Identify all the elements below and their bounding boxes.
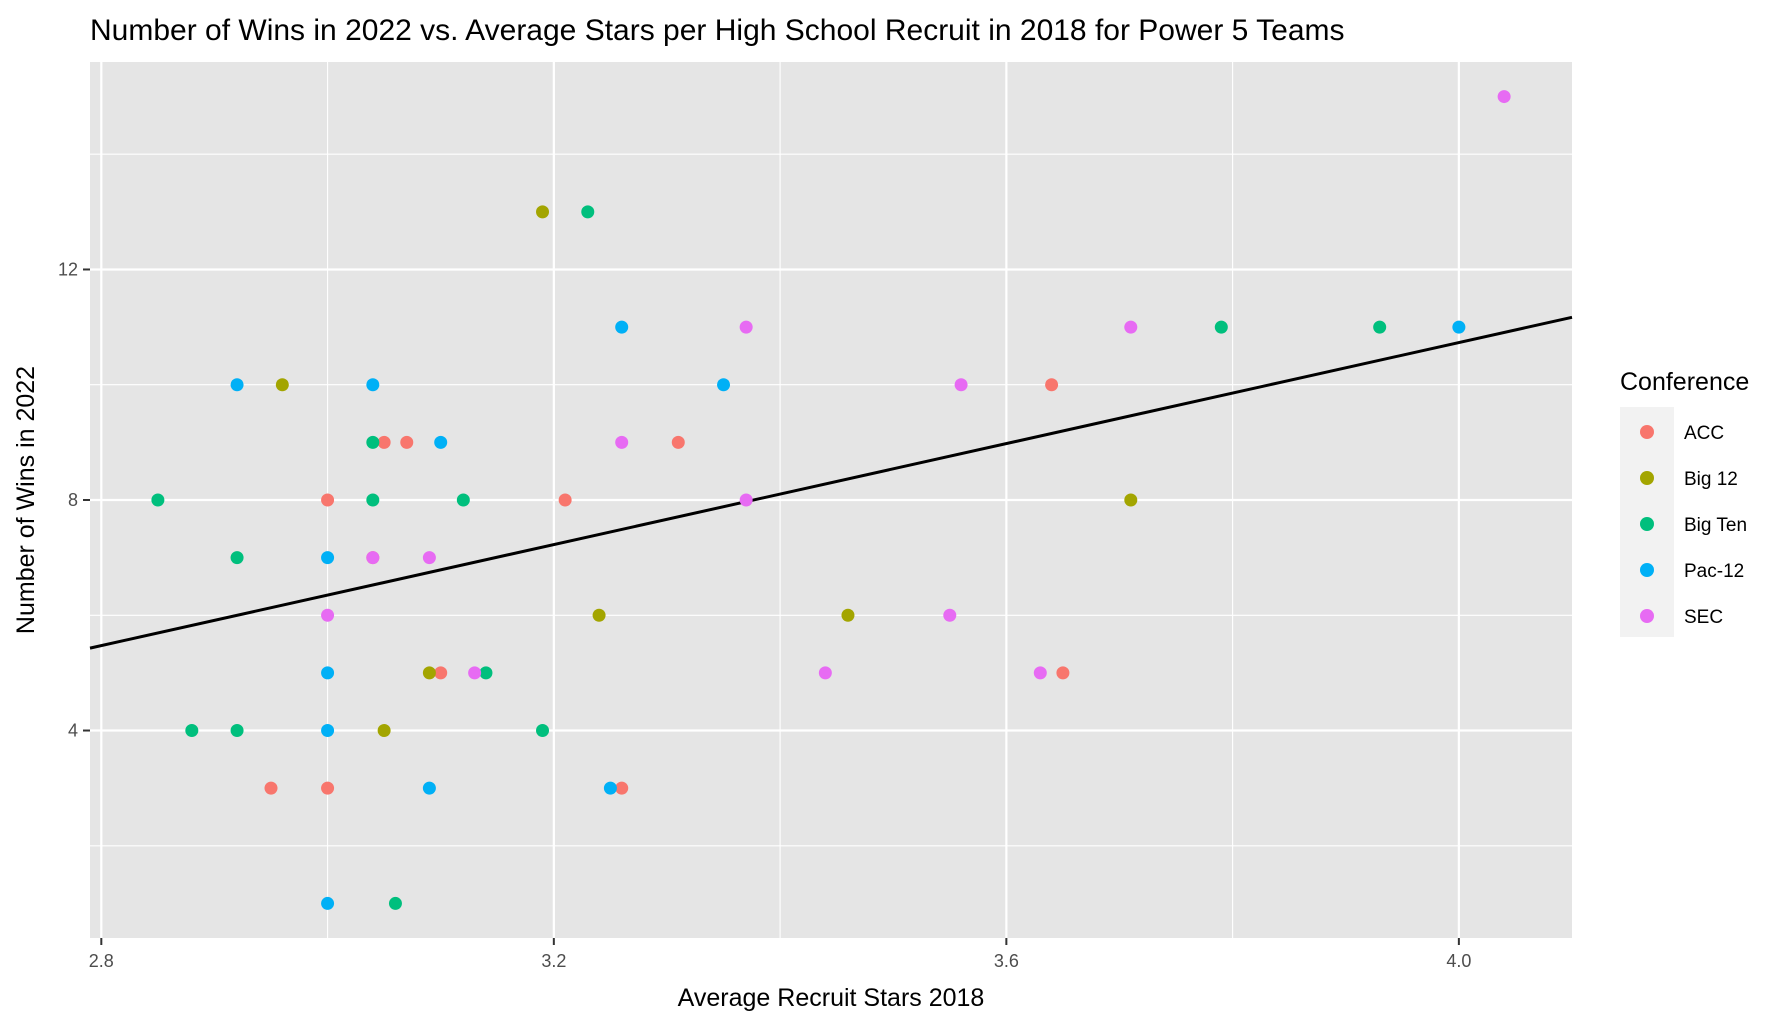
point-sec bbox=[954, 378, 968, 392]
x-tick-label: 2.8 bbox=[89, 951, 114, 971]
point-pac-12 bbox=[422, 781, 436, 795]
point-pac-12 bbox=[321, 724, 335, 738]
point-big-12 bbox=[377, 724, 391, 738]
point-pac-12 bbox=[321, 551, 335, 565]
point-big-ten bbox=[1373, 320, 1387, 334]
point-pac-12 bbox=[321, 896, 335, 910]
legend-key-big-ten bbox=[1640, 517, 1654, 531]
point-acc bbox=[1045, 378, 1059, 392]
point-sec bbox=[366, 551, 380, 565]
legend-label-sec: SEC bbox=[1684, 607, 1723, 628]
point-sec bbox=[321, 608, 335, 622]
point-acc bbox=[434, 666, 448, 680]
point-big-ten bbox=[230, 551, 244, 565]
point-pac-12 bbox=[434, 435, 448, 449]
point-pac-12 bbox=[615, 320, 629, 334]
point-acc bbox=[558, 493, 572, 507]
point-sec bbox=[1497, 90, 1511, 104]
legend-key-sec bbox=[1640, 609, 1654, 623]
legend-label-big-12: Big 12 bbox=[1684, 469, 1738, 490]
point-sec bbox=[468, 666, 482, 680]
point-acc bbox=[264, 781, 278, 795]
grid bbox=[90, 62, 1572, 938]
point-big-ten bbox=[366, 435, 380, 449]
x-axis-ticks: 2.8 3.2 3.6 4.0 bbox=[89, 938, 1471, 971]
point-sec bbox=[422, 551, 436, 565]
point-acc bbox=[377, 435, 391, 449]
x-axis-title: Average Recruit Stars 2018 bbox=[678, 984, 985, 1012]
point-acc bbox=[671, 435, 685, 449]
x-tick-label: 4.0 bbox=[1446, 951, 1471, 971]
point-big-ten bbox=[581, 205, 595, 219]
legend-key-big-12 bbox=[1640, 471, 1654, 485]
legend-key-acc bbox=[1640, 425, 1654, 439]
y-tick-label: 4 bbox=[68, 721, 78, 741]
legend-label-acc: ACC bbox=[1684, 423, 1724, 444]
x-tick-label: 3.2 bbox=[541, 951, 566, 971]
y-tick-label: 8 bbox=[68, 490, 78, 510]
point-big-12 bbox=[422, 666, 436, 680]
legend-key-pac-12 bbox=[1640, 563, 1654, 577]
y-axis-ticks: 4 8 12 bbox=[58, 259, 90, 741]
point-big-ten bbox=[456, 493, 470, 507]
point-pac-12 bbox=[230, 378, 244, 392]
point-big-ten bbox=[1214, 320, 1228, 334]
point-big-12 bbox=[275, 378, 289, 392]
point-big-ten bbox=[366, 493, 380, 507]
legend-label-pac-12: Pac-12 bbox=[1684, 561, 1744, 582]
point-big-ten bbox=[151, 493, 165, 507]
point-pac-12 bbox=[603, 781, 617, 795]
point-pac-12 bbox=[321, 666, 335, 680]
point-sec bbox=[739, 320, 753, 334]
point-big-ten bbox=[388, 896, 402, 910]
point-big-12 bbox=[1124, 493, 1138, 507]
y-tick-label: 12 bbox=[58, 259, 78, 279]
y-axis-title: Number of Wins in 2022 bbox=[12, 366, 40, 634]
point-acc bbox=[400, 435, 414, 449]
point-pac-12 bbox=[366, 378, 380, 392]
trend-line bbox=[89, 315, 1573, 650]
point-big-ten bbox=[479, 666, 493, 680]
point-acc bbox=[321, 781, 335, 795]
point-big-12 bbox=[592, 608, 606, 622]
data-points bbox=[151, 90, 1511, 910]
legend-title: Conference bbox=[1620, 368, 1749, 396]
point-big-ten bbox=[185, 724, 199, 738]
point-sec bbox=[615, 435, 629, 449]
point-sec bbox=[1124, 320, 1138, 334]
point-acc bbox=[615, 781, 629, 795]
point-pac-12 bbox=[1452, 320, 1466, 334]
chart-title: Number of Wins in 2022 vs. Average Stars… bbox=[90, 14, 1345, 47]
x-tick-label: 3.6 bbox=[994, 951, 1019, 971]
legend-label-big-ten: Big Ten bbox=[1684, 515, 1747, 536]
legend: Conference ACC Big 12 Big Ten Pac-12 SEC bbox=[1620, 368, 1749, 637]
trend-line-group bbox=[89, 315, 1573, 650]
point-acc bbox=[1056, 666, 1070, 680]
point-big-12 bbox=[841, 608, 855, 622]
point-sec bbox=[943, 608, 957, 622]
point-big-ten bbox=[230, 724, 244, 738]
point-acc bbox=[321, 493, 335, 507]
point-pac-12 bbox=[717, 378, 731, 392]
point-sec bbox=[739, 493, 753, 507]
point-big-ten bbox=[536, 724, 550, 738]
point-sec bbox=[818, 666, 832, 680]
point-big-12 bbox=[536, 205, 550, 219]
point-sec bbox=[1033, 666, 1047, 680]
